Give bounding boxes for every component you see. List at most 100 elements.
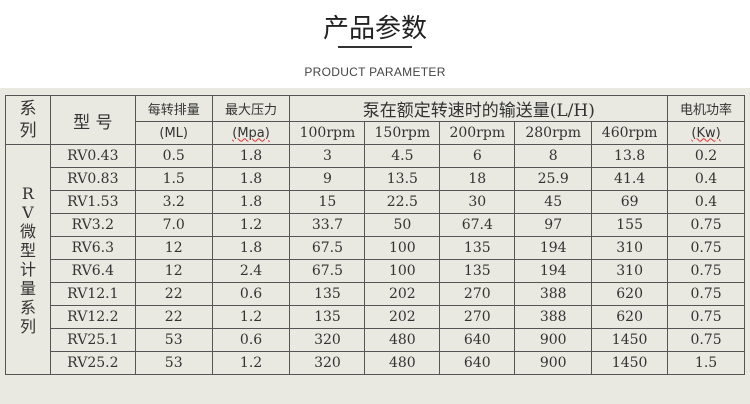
table-cell: RV12.2 — [49, 305, 136, 329]
table-cell: 9 — [289, 167, 366, 191]
header-rpm: 200rpm — [439, 121, 516, 145]
table-cell: 1.8 — [211, 167, 291, 191]
table-row: RV0.83 1.5 1.8 9 13.5 18 25.9 41.4 0.4 — [6, 167, 745, 191]
table-row: RV12.2 22 1.2 135 202 270 388 620 0.75 — [6, 305, 745, 329]
table-row: RV25.2 53 1.2 320 480 640 900 1450 1.5 — [6, 351, 745, 375]
table-cell: 310 — [591, 236, 669, 260]
table-cell: 270 — [439, 282, 516, 306]
table-cell: 1.2 — [211, 305, 291, 329]
table-cell: 6 — [439, 144, 516, 168]
table-cell: 1.5 — [134, 167, 213, 191]
table-cell: 97 — [514, 213, 593, 237]
table-cell: 1.8 — [211, 236, 291, 260]
table-cell: 640 — [439, 351, 516, 375]
table-cell: RV25.1 — [49, 328, 136, 352]
table-cell: RV3.2 — [49, 213, 136, 237]
table-cell: 320 — [289, 328, 366, 352]
table-cell: 53 — [134, 351, 213, 375]
table-cell: 67.5 — [289, 259, 366, 283]
table-row: RV6.3 12 1.8 67.5 100 135 194 310 0.75 — [6, 236, 745, 260]
table-cell: RV12.1 — [49, 282, 136, 306]
table-cell: 202 — [364, 305, 441, 329]
table-cell: 310 — [591, 259, 669, 283]
header-displacement-unit: (ML) — [134, 121, 213, 145]
table-cell: 0.4 — [667, 167, 745, 191]
table-row: RV3.2 7.0 1.2 33.7 50 67.4 97 155 0.75 — [6, 213, 745, 237]
header-model: 型 号 — [49, 95, 136, 145]
table-cell: 33.7 — [289, 213, 366, 237]
header-rpm: 460rpm — [591, 121, 669, 145]
table-cell: 22.5 — [364, 190, 441, 214]
table-cell: 53 — [134, 328, 213, 352]
table-cell: 202 — [364, 282, 441, 306]
table-cell: 67.4 — [439, 213, 516, 237]
table-cell: RV0.43 — [49, 144, 136, 168]
table-cell: 25.9 — [514, 167, 593, 191]
table-cell: 69 — [591, 190, 669, 214]
table-cell: 100 — [364, 236, 441, 260]
table-cell: 0.75 — [667, 236, 745, 260]
header-pressure: 最大压力 — [211, 95, 291, 122]
table-cell: 1.5 — [667, 351, 745, 375]
header-displacement: 每转排量 — [134, 95, 213, 122]
table-cell: 18 — [439, 167, 516, 191]
table-cell: 194 — [514, 259, 593, 283]
table-cell: 1.8 — [211, 144, 291, 168]
table-cell: 1450 — [591, 351, 669, 375]
table-cell: 0.75 — [667, 328, 745, 352]
table-row: RV12.1 22 0.6 135 202 270 388 620 0.75 — [6, 282, 745, 306]
table-cell: 0.6 — [211, 282, 291, 306]
series-name: RV微型计量系列 — [5, 144, 51, 375]
table-cell: 0.2 — [667, 144, 745, 168]
table-cell: 320 — [289, 351, 366, 375]
table-cell: 45 — [514, 190, 593, 214]
table-cell: 388 — [514, 305, 593, 329]
table-cell: 13.8 — [591, 144, 669, 168]
table-cell: 15 — [289, 190, 366, 214]
table-row: RV25.1 53 0.6 320 480 640 900 1450 0.75 — [6, 328, 745, 352]
table-cell: RV1.53 — [49, 190, 136, 214]
header-power-unit: (Kw) — [667, 121, 745, 145]
table-cell: 620 — [591, 305, 669, 329]
table-cell: 388 — [514, 282, 593, 306]
table-cell: RV6.4 — [49, 259, 136, 283]
table-cell: 1450 — [591, 328, 669, 352]
table-cell: 1.2 — [211, 351, 291, 375]
table-cell: 41.4 — [591, 167, 669, 191]
table-cell: 30 — [439, 190, 516, 214]
table-background: 系列 型 号 每转排量 最大压力 泵在额定转速时的输送量(L/H) 电机功率 (… — [0, 88, 750, 404]
header-pressure-unit: (Mpa) — [211, 121, 291, 145]
table-cell: 12 — [134, 259, 213, 283]
table-cell: 3.2 — [134, 190, 213, 214]
table-cell: RV0.83 — [49, 167, 136, 191]
table-cell: 67.5 — [289, 236, 366, 260]
table-cell: 0.4 — [667, 190, 745, 214]
table-row: RV1.53 3.2 1.8 15 22.5 30 45 69 0.4 — [6, 190, 745, 214]
table-cell: 1.2 — [211, 213, 291, 237]
table-row: RV6.4 12 2.4 67.5 100 135 194 310 0.75 — [6, 259, 745, 283]
table-cell: 135 — [439, 236, 516, 260]
table-cell: 13.5 — [364, 167, 441, 191]
table-cell: 22 — [134, 282, 213, 306]
header-power: 电机功率 — [667, 95, 745, 122]
header-rpm: 150rpm — [364, 121, 441, 145]
table-cell: 620 — [591, 282, 669, 306]
table-cell: 194 — [514, 236, 593, 260]
table-cell: 12 — [134, 236, 213, 260]
header-series: 系列 — [5, 95, 51, 145]
header-rpm: 100rpm — [289, 121, 366, 145]
table-cell: 270 — [439, 305, 516, 329]
table-cell: 4.5 — [364, 144, 441, 168]
table-cell: 480 — [364, 328, 441, 352]
parameter-table: 系列 型 号 每转排量 最大压力 泵在额定转速时的输送量(L/H) 电机功率 (… — [5, 95, 745, 375]
table-cell: 480 — [364, 351, 441, 375]
table-cell: 900 — [514, 328, 593, 352]
title-underline — [338, 46, 412, 48]
table-cell: RV25.2 — [49, 351, 136, 375]
table-cell: 50 — [364, 213, 441, 237]
table-cell: 7.0 — [134, 213, 213, 237]
table-cell: 100 — [364, 259, 441, 283]
page-subtitle: PRODUCT PARAMETER — [304, 65, 446, 79]
table-cell: 0.75 — [667, 282, 745, 306]
table-cell: RV6.3 — [49, 236, 136, 260]
